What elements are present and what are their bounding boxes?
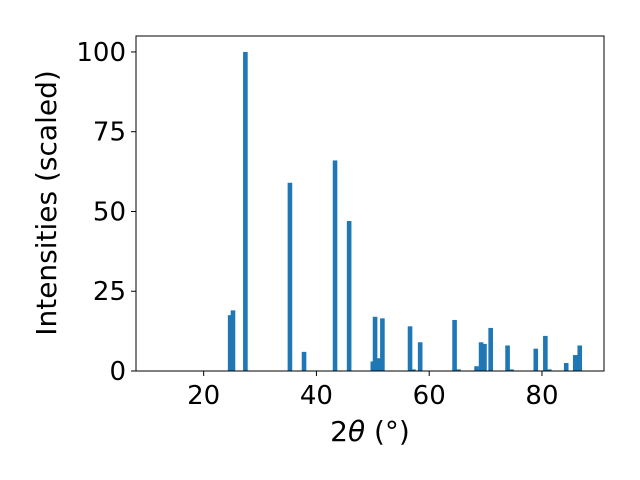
bar-6 bbox=[346, 221, 352, 371]
bar-11 bbox=[407, 326, 413, 371]
y-tick-label: 25 bbox=[93, 277, 126, 307]
bar-1 bbox=[230, 310, 236, 371]
bar-3 bbox=[287, 182, 293, 371]
y-axis-label: Intensities (scaled) bbox=[30, 70, 63, 336]
bar-16 bbox=[474, 366, 479, 371]
bar-series bbox=[227, 51, 583, 371]
bar-13 bbox=[417, 342, 423, 371]
bar-17 bbox=[478, 342, 484, 371]
y-tick-label: 75 bbox=[93, 118, 126, 148]
y-tick-label: 50 bbox=[93, 197, 126, 227]
bar-12 bbox=[411, 369, 416, 371]
bar-19 bbox=[488, 327, 493, 371]
x-tick-label: 80 bbox=[525, 381, 558, 411]
bar-2 bbox=[243, 51, 248, 371]
bar-24 bbox=[547, 369, 552, 371]
bar-0 bbox=[227, 315, 233, 371]
x-tick-label: 60 bbox=[413, 381, 446, 411]
x-tick-label: 40 bbox=[300, 381, 333, 411]
bar-18 bbox=[482, 343, 487, 371]
bar-25 bbox=[563, 363, 569, 371]
bar-22 bbox=[533, 348, 539, 371]
bar-8 bbox=[372, 316, 378, 371]
bar-20 bbox=[505, 345, 510, 371]
bar-21 bbox=[509, 369, 514, 371]
bar-5 bbox=[332, 160, 338, 371]
bar-4 bbox=[301, 351, 307, 371]
bar-9 bbox=[376, 358, 382, 371]
bar-15 bbox=[456, 369, 461, 371]
y-tick-label: 100 bbox=[76, 38, 126, 68]
y-tick-label: 0 bbox=[109, 357, 126, 387]
plot-frame bbox=[135, 35, 605, 372]
bar-27 bbox=[577, 345, 583, 371]
x-tick-label: 20 bbox=[187, 381, 220, 411]
bar-14 bbox=[452, 319, 457, 371]
x-axis: 20 40 60 80 bbox=[187, 371, 559, 411]
bar-23 bbox=[543, 335, 548, 371]
bar-26 bbox=[572, 355, 578, 371]
y-axis: 0 25 50 75 100 bbox=[76, 38, 136, 387]
bar-10 bbox=[380, 318, 385, 371]
x-axis-label: 2θ (°) bbox=[330, 415, 410, 448]
